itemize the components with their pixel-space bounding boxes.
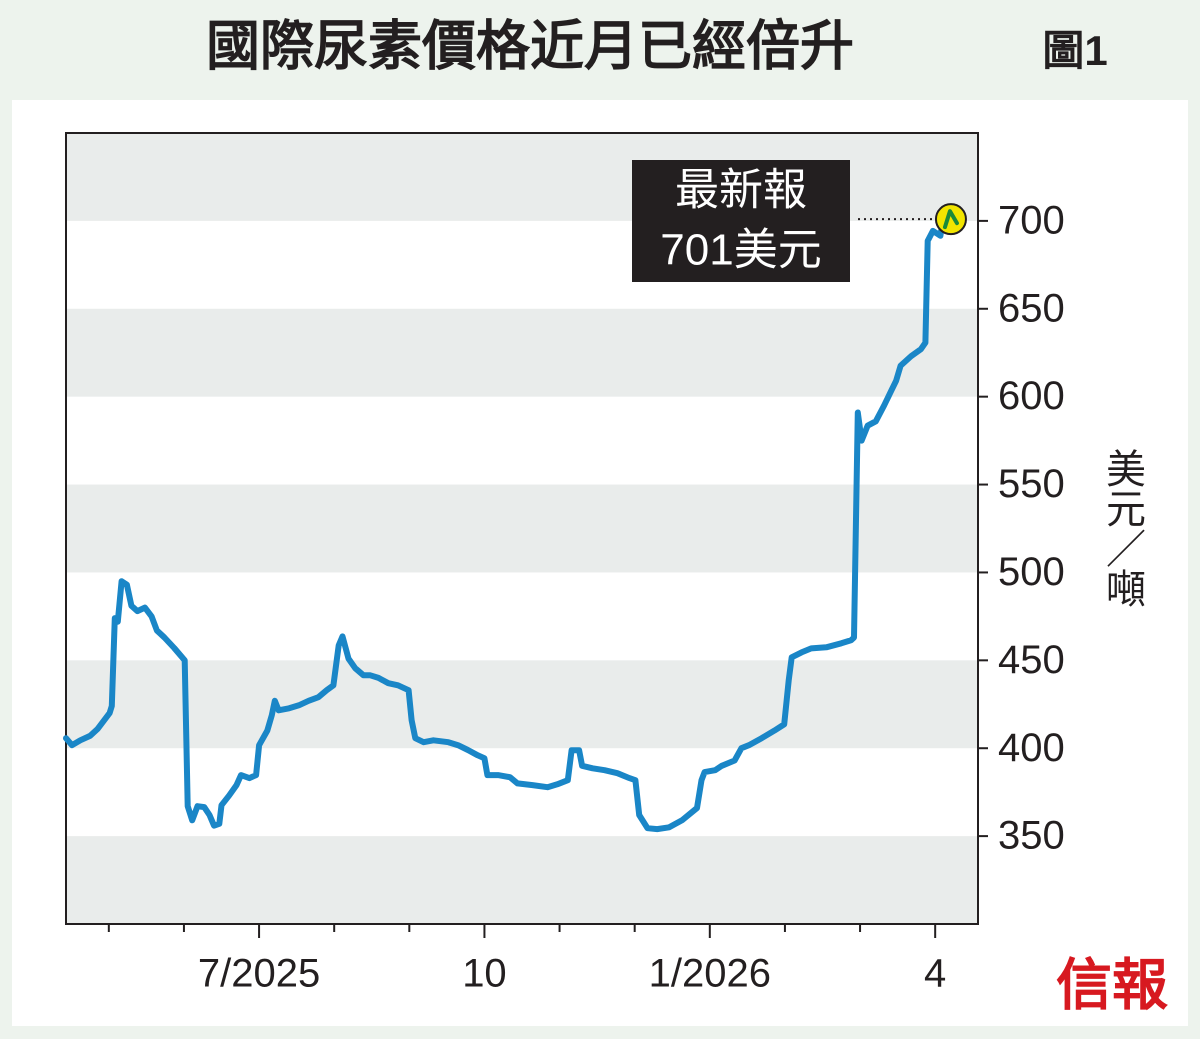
x-tick-label: 1/2026	[649, 952, 771, 996]
figure-label: 圖1	[1042, 27, 1107, 74]
grid-band	[66, 660, 978, 749]
grid-band	[66, 484, 978, 573]
marker-arrow	[942, 209, 959, 230]
annotation-box	[632, 160, 850, 282]
line	[63, 210, 954, 833]
chart-title: 國際尿素價格近月已經倍升	[206, 16, 854, 76]
y-tick-label: 600	[998, 374, 1065, 418]
grid-band	[66, 836, 978, 924]
y-tick-label: 700	[998, 198, 1065, 242]
y-axis-label: 美元／噸	[1100, 448, 1145, 608]
plot-frame	[65, 132, 979, 925]
latest-marker	[934, 203, 967, 236]
x-tick-label: 4	[924, 952, 946, 996]
y-tick-label: 450	[998, 638, 1065, 682]
grid-band	[66, 308, 978, 397]
y-tick-label: 400	[998, 726, 1065, 770]
y-tick-label: 550	[998, 462, 1065, 506]
x-tick-label: 7/2025	[198, 952, 320, 996]
y-tick-label: 350	[998, 814, 1065, 858]
annotation-text: 701美元	[660, 226, 821, 275]
source: 信報	[1056, 953, 1168, 1019]
y-tick-label: 500	[998, 550, 1065, 594]
y-tick-label: 650	[998, 286, 1065, 330]
annotation-text: 最新報	[675, 166, 807, 215]
x-tick-label: 10	[462, 952, 507, 996]
